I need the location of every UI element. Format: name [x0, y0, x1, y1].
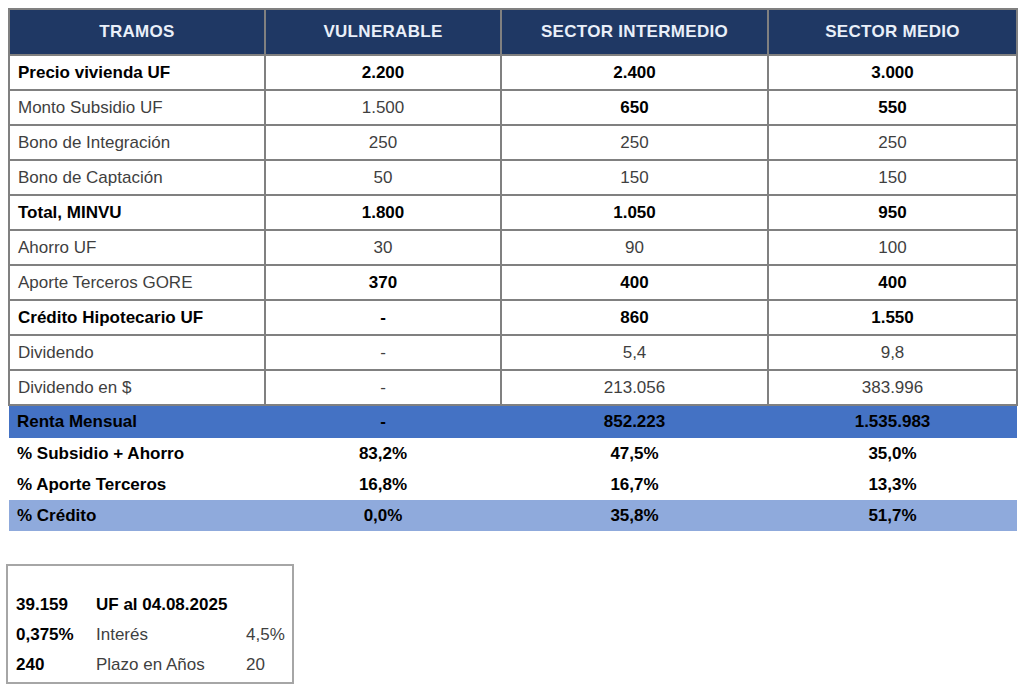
- row-value: 383.996: [768, 370, 1017, 405]
- row-value: -: [265, 370, 501, 405]
- row-value: 0,0%: [265, 500, 501, 531]
- row-value: 35,8%: [501, 500, 768, 531]
- row-value: 100: [768, 230, 1017, 265]
- row-value: 1.535.983: [768, 405, 1017, 438]
- info-row-plazo: 240 Plazo en Años 20: [16, 650, 286, 680]
- table-row: Aporte Terceros GORE370400400: [9, 265, 1017, 300]
- table-row: Crédito Hipotecario UF-8601.550: [9, 300, 1017, 335]
- column-header-sector-intermedio: SECTOR INTERMEDIO: [501, 9, 768, 55]
- plazo-label: Plazo en Años: [96, 655, 246, 675]
- row-label: % Subsidio + Ahorro: [9, 438, 265, 469]
- row-value: 83,2%: [265, 438, 501, 469]
- table-row: Dividendo-5,49,8: [9, 335, 1017, 370]
- table-row: % Subsidio + Ahorro83,2%47,5%35,0%: [9, 438, 1017, 469]
- table-row: % Crédito0,0%35,8%51,7%: [9, 500, 1017, 531]
- row-label: % Aporte Terceros: [9, 469, 265, 500]
- row-value: 35,0%: [768, 438, 1017, 469]
- column-header-tramos: TRAMOS: [9, 9, 265, 55]
- row-label: Total, MINVU: [9, 195, 265, 230]
- table-row: Renta Mensual-852.2231.535.983: [9, 405, 1017, 438]
- row-label: Bono de Integración: [9, 125, 265, 160]
- row-value: 50: [265, 160, 501, 195]
- table-row: % Aporte Terceros16,8%16,7%13,3%: [9, 469, 1017, 500]
- header-row: TRAMOS VULNERABLE SECTOR INTERMEDIO SECT…: [9, 9, 1017, 55]
- table-header: TRAMOS VULNERABLE SECTOR INTERMEDIO SECT…: [9, 9, 1017, 55]
- row-value: 550: [768, 90, 1017, 125]
- row-value: 950: [768, 195, 1017, 230]
- row-value: -: [265, 300, 501, 335]
- row-value: 51,7%: [768, 500, 1017, 531]
- table-row: Ahorro UF3090100: [9, 230, 1017, 265]
- plazo-meses-value: 240: [16, 655, 96, 675]
- row-value: 1.050: [501, 195, 768, 230]
- table-row: Total, MINVU1.8001.050950: [9, 195, 1017, 230]
- row-label: Dividendo: [9, 335, 265, 370]
- row-value: 150: [501, 160, 768, 195]
- table-row: Bono de Integración250250250: [9, 125, 1017, 160]
- subsidy-table: TRAMOS VULNERABLE SECTOR INTERMEDIO SECT…: [8, 8, 1018, 531]
- row-value: 250: [265, 125, 501, 160]
- row-value: 47,5%: [501, 438, 768, 469]
- row-value: 400: [501, 265, 768, 300]
- row-label: Precio vivienda UF: [9, 55, 265, 90]
- table-row: Precio vivienda UF2.2002.4003.000: [9, 55, 1017, 90]
- info-row-uf: 39.159 UF al 04.08.2025: [16, 590, 286, 620]
- row-value: 1.500: [265, 90, 501, 125]
- row-label: Monto Subsidio UF: [9, 90, 265, 125]
- row-value: 5,4: [501, 335, 768, 370]
- row-value: 250: [768, 125, 1017, 160]
- row-value: 16,7%: [501, 469, 768, 500]
- interes-label: Interés: [96, 625, 246, 645]
- plazo-anos-value: 20: [246, 655, 286, 675]
- row-value: 370: [265, 265, 501, 300]
- row-value: 250: [501, 125, 768, 160]
- row-value: 2.200: [265, 55, 501, 90]
- row-value: 16,8%: [265, 469, 501, 500]
- row-label: Aporte Terceros GORE: [9, 265, 265, 300]
- row-value: 1.550: [768, 300, 1017, 335]
- table-row: Bono de Captación50150150: [9, 160, 1017, 195]
- info-row-interes: 0,375% Interés 4,5%: [16, 620, 286, 650]
- row-value: 30: [265, 230, 501, 265]
- interes-anual-value: 4,5%: [246, 625, 286, 645]
- row-label: Ahorro UF: [9, 230, 265, 265]
- row-value: 852.223: [501, 405, 768, 438]
- row-label: Dividendo en $: [9, 370, 265, 405]
- row-label: Bono de Captación: [9, 160, 265, 195]
- row-value: 90: [501, 230, 768, 265]
- row-label: Crédito Hipotecario UF: [9, 300, 265, 335]
- column-header-sector-medio: SECTOR MEDIO: [768, 9, 1017, 55]
- uf-info-box: 39.159 UF al 04.08.2025 0,375% Interés 4…: [6, 564, 294, 684]
- row-label: % Crédito: [9, 500, 265, 531]
- uf-value: 39.159: [16, 595, 96, 615]
- row-label: Renta Mensual: [9, 405, 265, 438]
- row-value: 2.400: [501, 55, 768, 90]
- row-value: 13,3%: [768, 469, 1017, 500]
- page: TRAMOS VULNERABLE SECTOR INTERMEDIO SECT…: [0, 0, 1024, 689]
- row-value: 213.056: [501, 370, 768, 405]
- row-value: 650: [501, 90, 768, 125]
- row-value: 860: [501, 300, 768, 335]
- table-body: Precio vivienda UF2.2002.4003.000Monto S…: [9, 55, 1017, 531]
- row-value: -: [265, 405, 501, 438]
- uf-date-label: UF al 04.08.2025: [96, 595, 246, 615]
- row-value: 400: [768, 265, 1017, 300]
- row-value: -: [265, 335, 501, 370]
- row-value: 9,8: [768, 335, 1017, 370]
- table-row: Dividendo en $-213.056383.996: [9, 370, 1017, 405]
- table-row: Monto Subsidio UF1.500650550: [9, 90, 1017, 125]
- interes-mensual-value: 0,375%: [16, 625, 96, 645]
- row-value: 3.000: [768, 55, 1017, 90]
- column-header-vulnerable: VULNERABLE: [265, 9, 501, 55]
- row-value: 1.800: [265, 195, 501, 230]
- row-value: 150: [768, 160, 1017, 195]
